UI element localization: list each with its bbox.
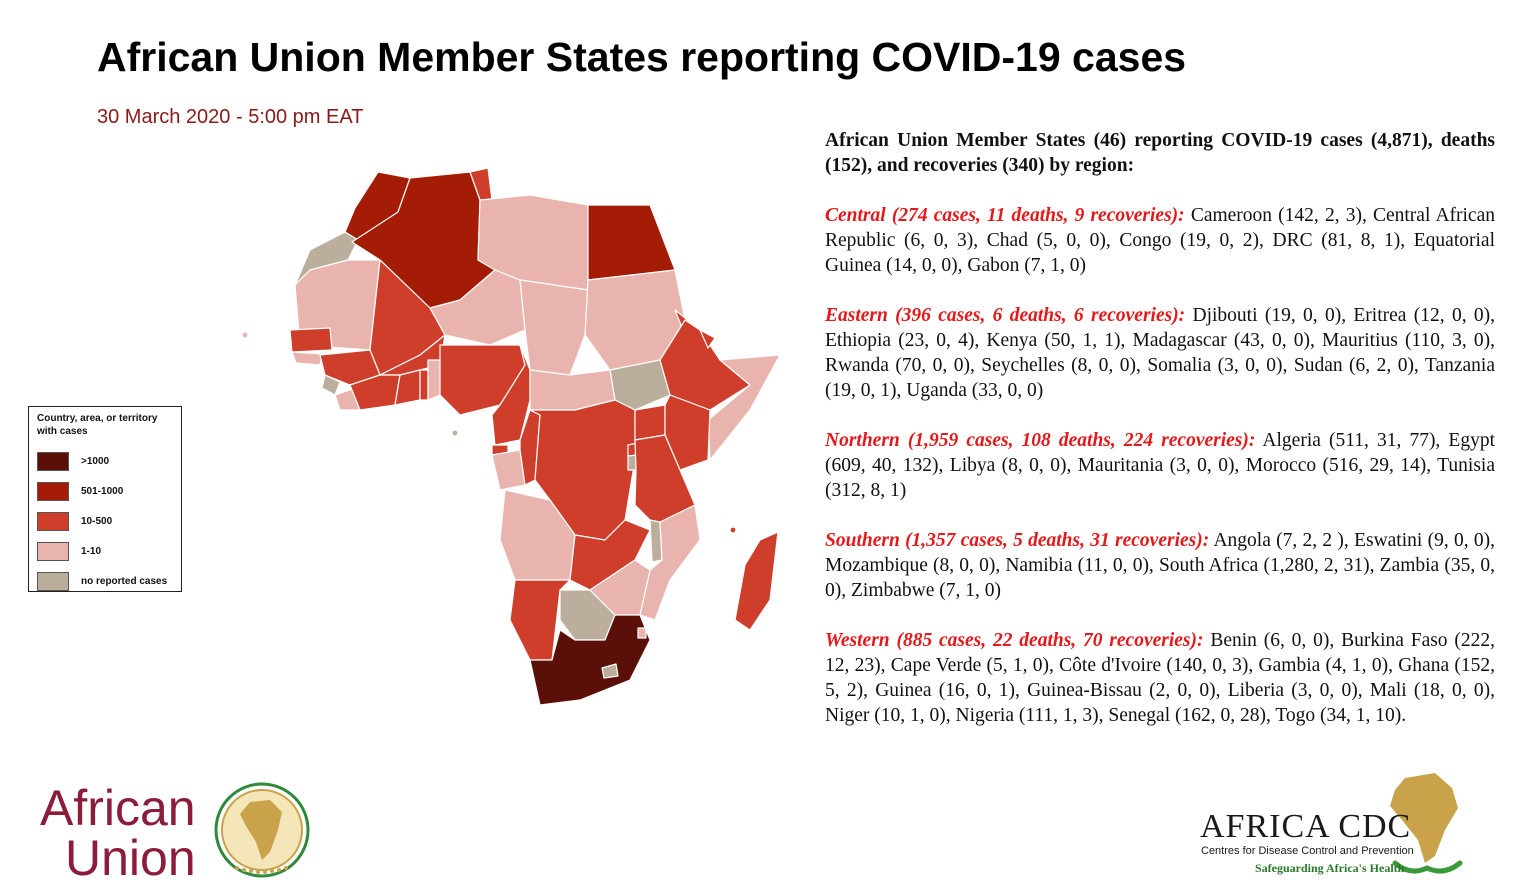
- region-countries: Benin (6, 0, 0), Burkina Faso (222, 12, …: [825, 630, 1495, 726]
- country-eswatini: [637, 627, 647, 639]
- country-benin: [427, 359, 441, 401]
- region-block: Central (274 cases, 11 deaths, 9 recover…: [825, 203, 1495, 278]
- cdc-subtitle: Centres for Disease Control and Preventi…: [1201, 845, 1414, 857]
- country-somalia: [707, 354, 781, 461]
- region-countries: Angola (7, 2, 2 ), Eswatini (9, 0, 0), M…: [825, 530, 1495, 601]
- legend-item: 1-10: [37, 536, 173, 566]
- legend-swatch: [37, 511, 69, 531]
- country-zimbabwe: [589, 559, 651, 616]
- legend-item: >1000: [37, 446, 173, 476]
- african-union-logo: African Union: [40, 775, 330, 885]
- island-comoros: [729, 526, 737, 534]
- legend-swatch: [37, 451, 69, 471]
- legend-swatch: [37, 541, 69, 561]
- legend-label: 501-1000: [81, 485, 124, 497]
- country-mozambique: [639, 504, 701, 621]
- country-madagascar: [734, 531, 779, 631]
- report-date: 30 March 2020 - 5:00 pm EAT: [97, 106, 364, 128]
- au-logo-line1: African: [40, 780, 196, 836]
- africa-cdc-emblem-icon: [1390, 773, 1463, 874]
- africa-map: [241, 167, 781, 706]
- map-legend: Country, area, or territory with cases >…: [28, 406, 182, 592]
- region-heading: Northern (1,959 cases, 108 deaths, 224 r…: [825, 430, 1256, 451]
- legend-swatch: [37, 481, 69, 501]
- country-djibouti: [699, 329, 716, 349]
- region-block: Western (885 cases, 22 deaths, 70 recove…: [825, 628, 1495, 728]
- region-heading: Eastern (396 cases, 6 deaths, 6 recoveri…: [825, 305, 1186, 326]
- legend-item: 10-500: [37, 506, 173, 536]
- cdc-name: AFRICA CDC: [1200, 808, 1412, 845]
- island-cape-verde: [241, 331, 249, 339]
- region-countries: Djibouti (19, 0, 0), Eritrea (12, 0, 0),…: [825, 305, 1495, 401]
- country-guinea-bissau: [291, 351, 323, 366]
- summary-intro: African Union Member States (46) reporti…: [825, 130, 1495, 176]
- country-zambia: [569, 519, 651, 591]
- country-chad: [519, 279, 589, 376]
- region-heading: Southern (1,357 cases, 5 deaths, 31 reco…: [825, 530, 1210, 551]
- cdc-tagline: Safeguarding Africa's Health: [1255, 861, 1405, 875]
- island-sao-tome: [451, 429, 459, 437]
- country-south-africa: [529, 614, 651, 706]
- country-senegal: [289, 327, 333, 353]
- legend-item: no reported cases: [37, 566, 173, 596]
- country-togo: [419, 369, 429, 401]
- legend-label: no reported cases: [81, 575, 168, 587]
- region-countries: Algeria (511, 31, 77), Egypt (609, 40, 1…: [825, 430, 1495, 501]
- legend-label: >1000: [81, 455, 110, 467]
- country-gabon: [491, 449, 526, 491]
- legend-title: Country, area, or territory with cases: [37, 413, 158, 437]
- legend-item: 501-1000: [37, 476, 173, 506]
- region-block: Southern (1,357 cases, 5 deaths, 31 reco…: [825, 528, 1495, 603]
- region-heading: Central (274 cases, 11 deaths, 9 recover…: [825, 205, 1185, 226]
- region-heading: Western (885 cases, 22 deaths, 70 recove…: [825, 630, 1204, 651]
- legend-swatch: [37, 571, 69, 591]
- legend-label: 10-500: [81, 515, 113, 527]
- region-countries: Cameroon (142, 2, 3), Central African Re…: [825, 205, 1495, 276]
- au-emblem-icon: [214, 782, 310, 878]
- region-block: Northern (1,959 cases, 108 deaths, 224 r…: [825, 428, 1495, 503]
- summary-panel: African Union Member States (46) reporti…: [825, 128, 1495, 753]
- region-block: Eastern (396 cases, 6 deaths, 6 recoveri…: [825, 303, 1495, 403]
- legend-label: 1-10: [81, 545, 102, 557]
- country-lesotho: [601, 663, 619, 679]
- au-logo-line2: Union: [65, 830, 196, 886]
- page-title: African Union Member States reporting CO…: [97, 34, 1187, 80]
- africa-cdc-logo: AFRICA CDC Centres for Disease Control a…: [1195, 768, 1495, 888]
- country-egypt: [587, 204, 676, 281]
- country-uganda: [634, 404, 666, 441]
- country-south-sudan: [609, 359, 671, 411]
